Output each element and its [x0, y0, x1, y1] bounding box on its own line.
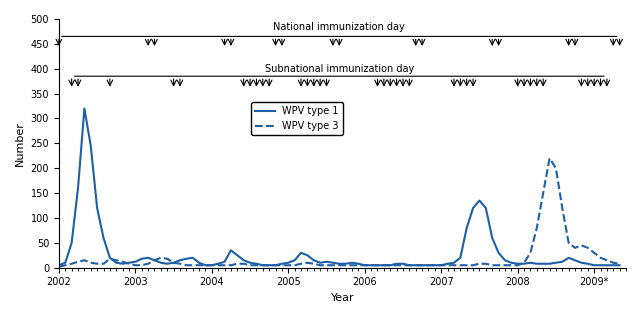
WPV type 3 — [342, 263, 349, 267]
WPV type 1 — [55, 263, 63, 267]
WPV type 3 — [125, 262, 133, 266]
X-axis label: Year: Year — [331, 293, 354, 303]
WPV type 3 — [272, 263, 279, 267]
Text: Subnational immunization day: Subnational immunization day — [265, 64, 414, 74]
WPV type 3 — [616, 262, 624, 266]
WPV type 1 — [558, 260, 566, 264]
Line: WPV type 1: WPV type 1 — [59, 108, 620, 265]
WPV type 1 — [119, 262, 126, 266]
WPV type 1 — [616, 263, 624, 267]
Legend: WPV type 1, WPV type 3: WPV type 1, WPV type 3 — [251, 102, 343, 135]
WPV type 1 — [176, 258, 184, 262]
Line: WPV type 3: WPV type 3 — [59, 158, 620, 267]
WPV type 1 — [81, 107, 88, 110]
WPV type 1 — [278, 262, 286, 266]
WPV type 1 — [348, 261, 356, 265]
Text: National immunization day: National immunization day — [274, 23, 405, 32]
WPV type 1 — [131, 260, 139, 264]
WPV type 3 — [545, 156, 553, 160]
Y-axis label: Number: Number — [15, 121, 25, 166]
WPV type 3 — [170, 261, 178, 265]
WPV type 3 — [112, 258, 120, 262]
WPV type 3 — [558, 206, 566, 210]
WPV type 3 — [55, 265, 63, 269]
